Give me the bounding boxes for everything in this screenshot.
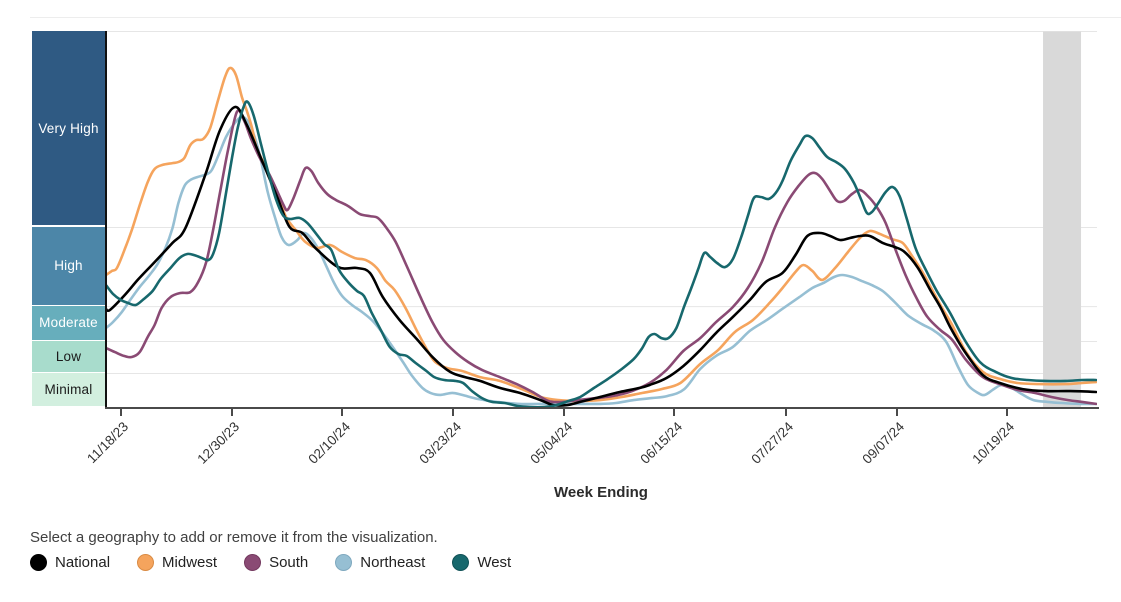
- x-tick-label: 02/10/24: [304, 419, 353, 467]
- legend-item-west[interactable]: West: [452, 554, 511, 571]
- x-tick: [563, 409, 566, 416]
- x-tick-label: 12/30/23: [194, 419, 243, 467]
- legend-item-south[interactable]: South: [244, 554, 308, 571]
- x-tick: [1005, 409, 1008, 416]
- x-tick: [341, 409, 344, 416]
- legend-label: West: [477, 554, 512, 571]
- x-tick-label: 07/27/24: [748, 419, 797, 467]
- x-tick-label: 09/07/24: [859, 419, 908, 467]
- x-tick-label: 06/15/24: [637, 419, 686, 467]
- series-line-west[interactable]: [105, 100, 1097, 408]
- series-line-national[interactable]: [105, 105, 1097, 407]
- plot-area: [105, 31, 1097, 408]
- legend-label: National: [55, 554, 111, 571]
- legend-swatch-west-icon: [452, 554, 470, 571]
- x-tick: [230, 409, 233, 416]
- x-tick-label: 11/18/23: [84, 419, 132, 467]
- series-line-south[interactable]: [105, 109, 1097, 406]
- legend-item-midwest[interactable]: Midwest: [137, 554, 217, 571]
- level-band-low: Low: [32, 341, 105, 372]
- legend-item-national[interactable]: National: [30, 554, 110, 571]
- legend-swatch-northeast-icon: [335, 554, 353, 571]
- x-tick: [119, 409, 122, 416]
- level-band-moderate: Moderate: [32, 306, 105, 340]
- legend-swatch-midwest-icon: [137, 554, 155, 571]
- x-axis-line: [105, 407, 1099, 409]
- legend-swatch-national-icon: [30, 554, 47, 571]
- legend-label: Midwest: [162, 554, 218, 571]
- y-axis-line: [105, 31, 107, 408]
- x-tick-label: 10/19/24: [969, 419, 1018, 467]
- level-band-high: High: [32, 226, 105, 305]
- x-tick-label: 05/04/24: [527, 419, 575, 467]
- x-tick: [673, 409, 676, 416]
- no-data-band: [1043, 31, 1082, 408]
- legend-swatch-south-icon: [244, 554, 262, 571]
- x-axis-title: Week Ending: [554, 484, 648, 501]
- level-band-very-high: Very High: [32, 31, 105, 226]
- legend-label: South: [269, 554, 309, 571]
- legend-item-northeast[interactable]: Northeast: [335, 554, 425, 571]
- x-tick: [452, 409, 455, 416]
- x-tick: [895, 409, 898, 416]
- legend-caption: Select a geography to add or remove it f…: [30, 529, 438, 546]
- series-line-northeast[interactable]: [105, 115, 1097, 406]
- x-tick: [784, 409, 787, 416]
- x-tick-label: 03/23/24: [416, 419, 464, 467]
- top-divider: [30, 17, 1121, 18]
- legend-label: Northeast: [360, 554, 426, 571]
- legend: National Midwest South Northeast West: [30, 554, 538, 571]
- level-band-minimal: Minimal: [32, 373, 105, 407]
